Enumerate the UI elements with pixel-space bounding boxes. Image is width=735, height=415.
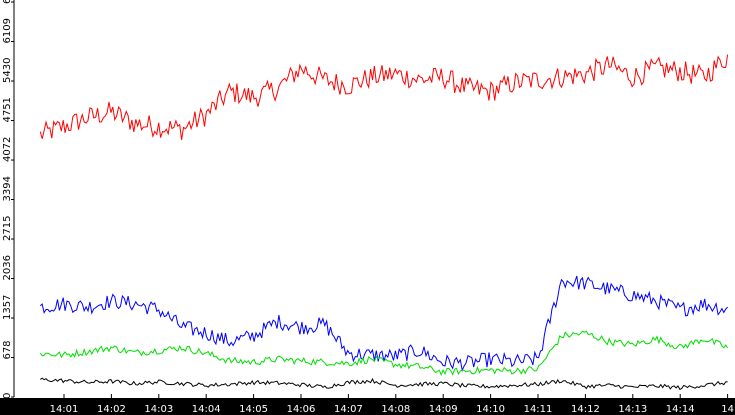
x-axis-bar bbox=[0, 398, 735, 415]
y-tick-label: 2036 bbox=[2, 255, 13, 280]
series-line-2 bbox=[39, 275, 728, 373]
y-tick-label: 4072 bbox=[2, 137, 13, 162]
x-tick-label: 14:08 bbox=[381, 404, 410, 415]
x-tick-label: 14:05 bbox=[239, 404, 268, 415]
x-tick-label: 14:04 bbox=[192, 404, 221, 415]
x-tick-label: 14:13 bbox=[618, 404, 647, 415]
x-tick-label: 14:10 bbox=[476, 404, 505, 415]
y-tick-label: 2715 bbox=[2, 216, 13, 241]
series-line-1 bbox=[39, 54, 729, 140]
x-tick-label: 14:01 bbox=[50, 404, 79, 415]
y-tick-label: 5430 bbox=[2, 58, 13, 83]
series-line-3 bbox=[39, 330, 729, 376]
y-tick-label: 678 bbox=[2, 340, 13, 359]
x-tick-label: 14:02 bbox=[97, 404, 126, 415]
y-tick-label: 4751 bbox=[2, 97, 13, 122]
plot-area bbox=[39, 54, 729, 391]
y-tick-label: 3394 bbox=[2, 176, 13, 201]
series-line-4 bbox=[40, 377, 728, 391]
y-tick-label: 1357 bbox=[2, 295, 13, 320]
x-tick-label: 14:03 bbox=[144, 404, 173, 415]
y-axis: 0 678 1357 2036 2715 3394 4072 4751 5430 6109 6788 bbox=[2, 0, 15, 399]
x-tick-label: 14:06 bbox=[287, 404, 316, 415]
x-tick-label: 14:11 bbox=[524, 404, 553, 415]
x-axis: 14:01 14:02 14:03 14:04 14:05 14:06 14:07 14:08… bbox=[0, 394, 735, 415]
y-tick-label: 0 bbox=[2, 393, 13, 399]
x-tick-label: 14:07 bbox=[334, 404, 363, 415]
x-tick-label: 14:14 bbox=[666, 404, 695, 415]
x-tick-label: 14:12 bbox=[571, 404, 600, 415]
y-tick-label: 6788 bbox=[2, 0, 13, 4]
y-tick-label: 6109 bbox=[2, 18, 13, 43]
x-tick-label: 14:09 bbox=[429, 404, 458, 415]
x-tick-label: 14 bbox=[721, 404, 734, 415]
